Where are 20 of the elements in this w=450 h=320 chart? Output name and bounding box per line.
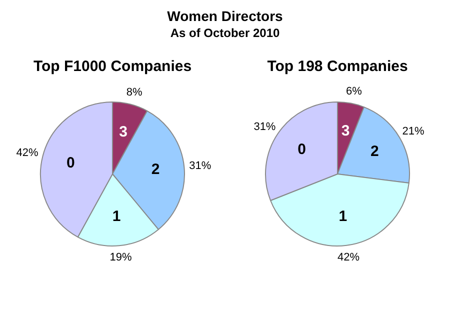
data-label: 31%: [254, 120, 276, 133]
data-label: 31%: [189, 160, 212, 172]
slice-label: 0: [298, 140, 306, 158]
slice-label: 0: [66, 154, 75, 172]
data-label: 6%: [346, 86, 362, 98]
slice-label: 2: [151, 161, 160, 178]
slice-label: 3: [119, 123, 128, 140]
data-label: 42%: [16, 147, 38, 160]
chart-title: Top 198 Companies: [266, 58, 409, 77]
chart-title: Top F1000 Companies: [32, 58, 193, 77]
text: Women Directors: [166, 8, 284, 24]
slice-label: 3: [341, 122, 350, 140]
slice-label: 2: [370, 143, 379, 160]
slice-label: 1: [112, 208, 121, 226]
slice-label: 1: [338, 208, 348, 225]
text: As of October 2010: [169, 26, 281, 40]
data-label: 8%: [126, 86, 143, 99]
data-label: 21%: [402, 125, 424, 138]
data-label: 19%: [110, 252, 132, 264]
data-label: 42%: [338, 251, 360, 264]
